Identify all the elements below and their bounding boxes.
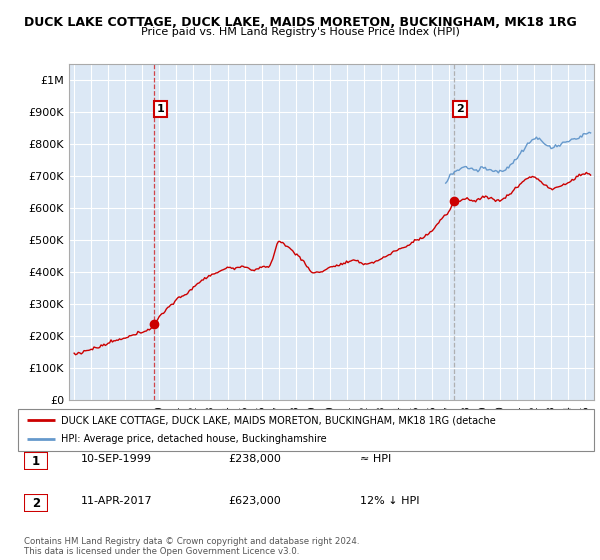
Text: 10-SEP-1999: 10-SEP-1999 [81,454,152,464]
Text: This data is licensed under the Open Government Licence v3.0.: This data is licensed under the Open Gov… [24,547,299,556]
Text: 1: 1 [157,104,165,114]
Text: Contains HM Land Registry data © Crown copyright and database right 2024.: Contains HM Land Registry data © Crown c… [24,537,359,546]
Text: 11-APR-2017: 11-APR-2017 [81,496,152,506]
Text: HPI: Average price, detached house, Buckinghamshire: HPI: Average price, detached house, Buck… [61,435,327,445]
Text: ≈ HPI: ≈ HPI [360,454,391,464]
FancyBboxPatch shape [24,452,48,470]
Text: £623,000: £623,000 [228,496,281,506]
Text: DUCK LAKE COTTAGE, DUCK LAKE, MAIDS MORETON, BUCKINGHAM, MK18 1RG: DUCK LAKE COTTAGE, DUCK LAKE, MAIDS MORE… [23,16,577,29]
Text: 2: 2 [456,104,464,114]
FancyBboxPatch shape [24,494,48,512]
FancyBboxPatch shape [18,409,594,451]
Text: 1: 1 [32,455,40,468]
Text: 12% ↓ HPI: 12% ↓ HPI [360,496,419,506]
Text: DUCK LAKE COTTAGE, DUCK LAKE, MAIDS MORETON, BUCKINGHAM, MK18 1RG (detache: DUCK LAKE COTTAGE, DUCK LAKE, MAIDS MORE… [61,415,496,425]
Text: £238,000: £238,000 [228,454,281,464]
Text: Price paid vs. HM Land Registry's House Price Index (HPI): Price paid vs. HM Land Registry's House … [140,27,460,37]
Text: 2: 2 [32,497,40,510]
